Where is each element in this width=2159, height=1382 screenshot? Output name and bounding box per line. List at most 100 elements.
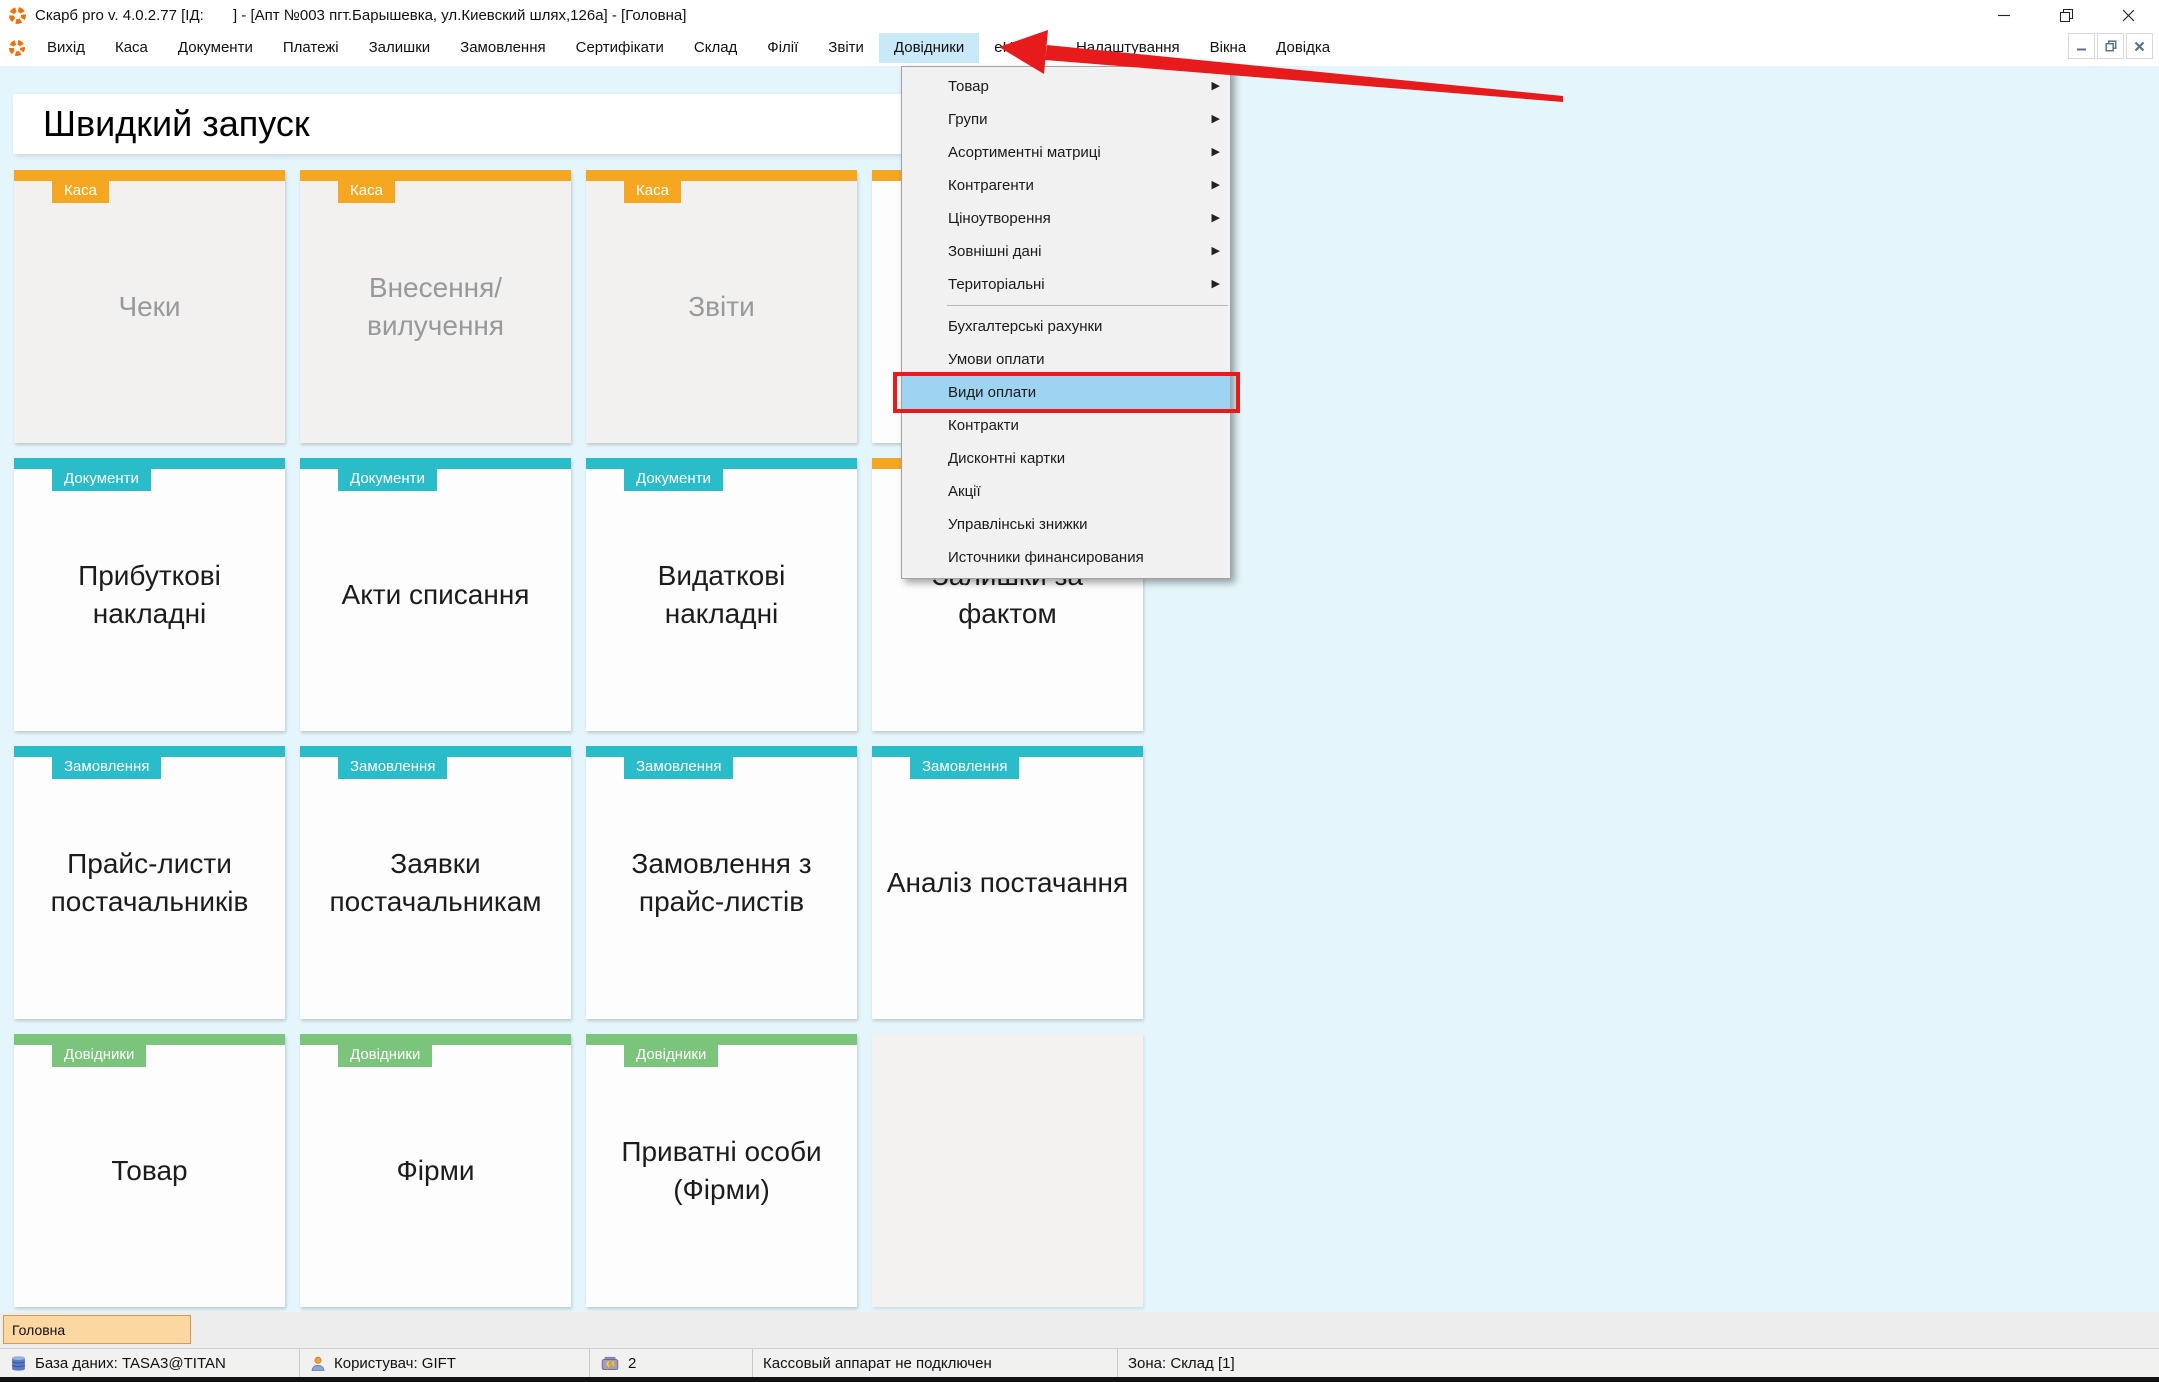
window-title: Скарб pro v. 4.0.2.77 [ІД: ] - [Апт №003… <box>35 6 687 24</box>
tile-label: Чеки <box>118 290 181 322</box>
taskbar-edge <box>0 1377 2159 1382</box>
submenu-arrow-icon: ▶ <box>1211 212 1220 224</box>
tile-label: Заявки постачальникам <box>329 847 542 917</box>
dropdown-item-upravlinski-znyzhky[interactable]: Управлінські знижки <box>948 516 1088 533</box>
menu-item-sertyfikaty[interactable]: Сертифікати <box>575 39 664 56</box>
menu-item-dovidnyky[interactable]: Довідники <box>878 33 980 63</box>
close-icon[interactable] <box>2097 0 2159 30</box>
tile-label: Прибуткові накладні <box>78 559 221 629</box>
tile-label: Видаткові накладні <box>657 559 786 629</box>
tile-r2c2[interactable]: Замовлення Замовлення з прайс-листів <box>586 746 857 1019</box>
tile-r1c1[interactable]: Документи Акти списання <box>300 458 571 731</box>
tile-category-badge: Довідники <box>52 1045 147 1067</box>
menu-item-nalashtuvannia[interactable]: Налаштування <box>1075 39 1180 56</box>
tile-category-bar <box>586 746 857 757</box>
dropdown-item-tovar[interactable]: Товар ▶ <box>902 70 1230 103</box>
menu-bar-items: Вихід Каса Документи Платежі Залишки Замовлен… <box>32 30 1345 66</box>
dropdown-item-aktsii[interactable]: Акції <box>948 483 981 500</box>
menu-item-dovidka[interactable]: Довідка <box>1276 39 1331 56</box>
dropdown-item-zovnishni-dani[interactable]: Зовнішні дані ▶ <box>902 235 1230 268</box>
tab-holovna[interactable]: Головна <box>3 1315 191 1344</box>
menu-item-sklad[interactable]: Склад <box>693 39 738 56</box>
tile-category-badge: Документи <box>52 469 151 491</box>
tile-label: Приватні особи (Фірми) <box>621 1135 822 1205</box>
dropdown-item-dyskontni-kartky[interactable]: Дисконтні картки <box>948 450 1066 467</box>
status-section-4: Зона: Склад [1] <box>1118 1349 2159 1377</box>
dropdown-item-tsinoutvorennia[interactable]: Ціноутворення ▶ <box>902 202 1230 235</box>
menu-item-platezhi[interactable]: Платежі <box>282 39 339 56</box>
menu-item-zalyshky[interactable]: Залишки <box>368 39 431 56</box>
tile-category-badge: Каса <box>624 181 681 203</box>
annotation-red-box <box>893 372 1240 413</box>
submenu-arrow-icon: ▶ <box>1211 146 1220 158</box>
tile-label: Товар <box>111 1154 188 1186</box>
submenu-arrow-icon: ▶ <box>1211 278 1220 290</box>
submenu-arrow-icon: ▶ <box>1211 245 1220 257</box>
tile-r1c2[interactable]: Документи Видаткові накладні <box>586 458 857 731</box>
status-bar: База даних: TASA3@TITAN Користувач: GIFT 2… <box>0 1348 2159 1377</box>
menu-item-ehealth[interactable]: eHealth <box>994 39 1046 56</box>
tile-category-bar <box>586 170 857 181</box>
tile-category-bar <box>300 746 571 757</box>
mdi-restore-icon[interactable] <box>2097 33 2124 59</box>
tile-category-bar <box>14 1034 285 1045</box>
menu-item-vikna[interactable]: Вікна <box>1209 39 1247 56</box>
dropdown-item-kontrahenty[interactable]: Контрагенти ▶ <box>902 169 1230 202</box>
tile-r3c0[interactable]: Довідники Товар <box>14 1034 285 1307</box>
tile-category-bar <box>586 1034 857 1045</box>
dropdown-item-buhgalterski-rahunky[interactable]: Бухгалтерські рахунки <box>948 318 1103 335</box>
tile-r2c1[interactable]: Замовлення Заявки постачальникам <box>300 746 571 1019</box>
tile-category-badge: Документи <box>338 469 437 491</box>
menu-item-kasa[interactable]: Каса <box>114 39 148 56</box>
minimize-icon[interactable] <box>1973 0 2035 30</box>
submenu-arrow-icon: ▶ <box>1211 80 1220 92</box>
tile-label: Звіти <box>688 290 755 322</box>
tile-category-bar <box>586 458 857 469</box>
page-title: Швидкий запуск <box>43 103 310 144</box>
tile-category-badge: Замовлення <box>910 757 1020 779</box>
dropdown-item-kontrakty[interactable]: Контракти <box>948 417 1019 434</box>
tile-label: Акти списання <box>341 578 530 610</box>
menu-item-dokumenty[interactable]: Документи <box>177 39 253 56</box>
status-text: База даних: TASA3@TITAN <box>35 1354 226 1372</box>
restore-icon[interactable] <box>2035 0 2097 30</box>
title-bar: Скарб pro v. 4.0.2.77 [ІД: ] - [Апт №003… <box>0 0 2159 30</box>
tile-r3c3 <box>872 1034 1143 1307</box>
tab-bar: Головна <box>0 1312 2159 1348</box>
tile-category-bar <box>14 458 285 469</box>
tile-r0c2[interactable]: Каса Звіти <box>586 170 857 443</box>
app-logo-icon <box>8 6 27 25</box>
tile-category-badge: Довідники <box>338 1045 433 1067</box>
status-section-0: База даних: TASA3@TITAN <box>0 1349 300 1377</box>
submenu-arrow-icon: ▶ <box>1211 179 1220 191</box>
tile-r2c0[interactable]: Замовлення Прайс-листи постачальників <box>14 746 285 1019</box>
dropdown-item-umovy-oplaty[interactable]: Умови оплати <box>948 351 1045 368</box>
dropdown-item-istochniki-finansirovaniya[interactable]: Источники финансирования <box>948 549 1144 566</box>
tile-r0c1[interactable]: Каса Внесення/вилучення <box>300 170 571 443</box>
dropdown-item-hrupy[interactable]: Групи ▶ <box>902 103 1230 136</box>
tile-category-bar <box>300 170 571 181</box>
tile-r0c0[interactable]: Каса Чеки <box>14 170 285 443</box>
mdi-close-icon[interactable] <box>2126 33 2153 59</box>
menu-item-vyhid[interactable]: Вихід <box>47 39 85 56</box>
dovidnyky-dropdown-menu: Товар ▶ Групи ▶ Асортиментні матриці ▶ Контраг… <box>893 66 1240 579</box>
user-icon <box>310 1355 326 1372</box>
tile-r1c0[interactable]: Документи Прибуткові накладні <box>14 458 285 731</box>
tile-label: Внесення/вилучення <box>366 271 505 341</box>
menu-item-zvity[interactable]: Звіти <box>828 39 864 56</box>
dropdown-item-vydy-oplaty[interactable]: Види оплати <box>893 372 1240 413</box>
status-text: Зона: Склад [1] <box>1128 1354 1235 1372</box>
menu-item-filii[interactable]: Філії <box>767 39 799 56</box>
tile-r3c1[interactable]: Довідники Фірми <box>300 1034 571 1307</box>
dropdown-item-terytorialni[interactable]: Територіальні ▶ <box>902 268 1230 301</box>
tile-r2c3[interactable]: Замовлення Аналіз постачання <box>872 746 1143 1019</box>
dropdown-item-asortymentni-matrytsi[interactable]: Асортиментні матриці ▶ <box>902 136 1230 169</box>
menu-item-zamovlennia[interactable]: Замовлення <box>460 39 546 56</box>
tile-label: Замовлення з прайс-листів <box>631 847 812 917</box>
tile-r3c2[interactable]: Довідники Приватні особи (Фірми) <box>586 1034 857 1307</box>
menu-separator <box>947 305 1228 306</box>
status-text: Кассовый аппарат не подключен <box>763 1354 992 1372</box>
mdi-window-controls <box>2068 33 2153 59</box>
mdi-minimize-icon[interactable] <box>2068 33 2095 59</box>
